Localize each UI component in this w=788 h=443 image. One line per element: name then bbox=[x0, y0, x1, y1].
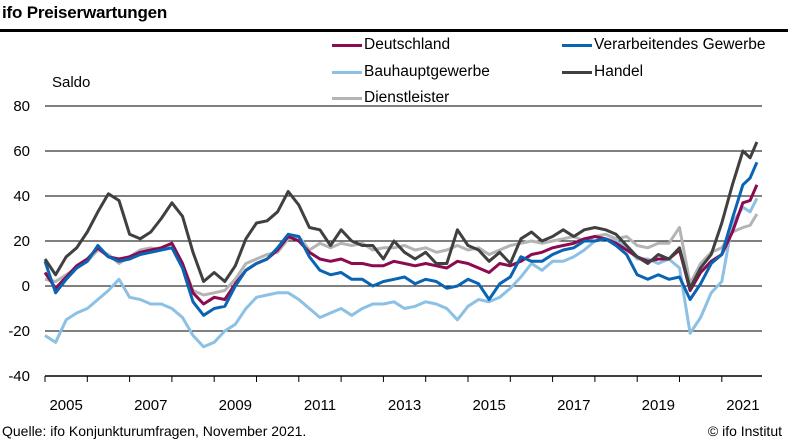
series-line-bauhauptgewerbe bbox=[44, 197, 759, 349]
y-tick-label: 60 bbox=[13, 143, 30, 160]
x-tick-label: 2013 bbox=[388, 397, 421, 414]
y-tick-label: -20 bbox=[8, 323, 30, 340]
x-tick-label: 2011 bbox=[304, 397, 336, 414]
chart-title: ifo Preiserwartungen bbox=[2, 3, 168, 22]
legend-label: Verarbeitendes Gewerbe bbox=[594, 36, 766, 53]
x-tick-label: 2017 bbox=[557, 397, 590, 414]
legend-swatch-bauhauptgewerbe bbox=[332, 70, 362, 74]
legend-swatch-deutschland bbox=[332, 43, 362, 47]
source-note: Quelle: ifo Konjunkturumfragen, November… bbox=[2, 423, 307, 439]
legend-item-bauhauptgewerbe: Bauhauptgewerbe bbox=[332, 63, 490, 81]
legend-item-deutschland: Deutschland bbox=[332, 36, 450, 54]
series-line-dienstleister bbox=[44, 213, 759, 297]
x-tick-label: 2015 bbox=[472, 397, 505, 414]
x-tick-label: 2019 bbox=[642, 397, 675, 414]
legend-swatch-verarbeitendes-gewerbe bbox=[562, 43, 592, 47]
x-tick-label: 2005 bbox=[49, 397, 82, 414]
series-line-handel bbox=[43, 141, 759, 290]
legend-label: Deutschland bbox=[364, 36, 451, 53]
legend-label: Handel bbox=[594, 63, 644, 80]
y-tick-label: 0 bbox=[22, 278, 30, 295]
legend-swatch-dienstleister bbox=[332, 96, 362, 100]
legend-label: Bauhauptgewerbe bbox=[364, 63, 490, 80]
x-tick-label: 2009 bbox=[219, 397, 252, 414]
y-tick-label: 20 bbox=[13, 233, 30, 250]
x-tick-label: 2007 bbox=[134, 397, 167, 414]
legend-item-dienstleister: Dienstleister bbox=[332, 89, 449, 107]
y-tick-label: -40 bbox=[8, 368, 30, 385]
title-divider bbox=[0, 29, 788, 32]
copyright-note: © ifo Institut bbox=[707, 423, 782, 439]
legend-item-handel: Handel bbox=[562, 63, 643, 81]
y-axis-label: Saldo bbox=[52, 74, 91, 91]
legend-swatch-handel bbox=[562, 70, 592, 74]
y-tick-label: 80 bbox=[13, 98, 30, 115]
legend-label: Dienstleister bbox=[364, 89, 450, 106]
series-line-verarbeitendes-gewerbe bbox=[43, 161, 759, 317]
y-tick-label: 40 bbox=[13, 188, 30, 205]
x-tick-label: 2021 bbox=[726, 397, 759, 414]
legend-item-verarbeitendes-gewerbe: Verarbeitendes Gewerbe bbox=[562, 36, 765, 54]
